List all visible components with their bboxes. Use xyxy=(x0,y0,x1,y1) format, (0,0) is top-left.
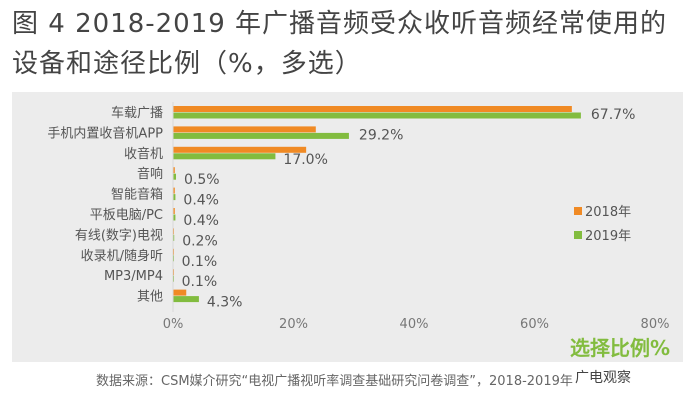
data-label: 0.1% xyxy=(182,274,218,290)
bar-2019 xyxy=(173,214,176,221)
data-label: 0.4% xyxy=(183,193,219,209)
category-label: 手机内置收音机APP xyxy=(47,125,163,141)
figure-title: 图 4 2018-2019 年广播音频受众收听音频经常使用的设备和途径比例（%，… xyxy=(12,9,668,79)
bar-2019 xyxy=(173,112,581,119)
bar-2018 xyxy=(173,106,572,112)
data-label: 17.0% xyxy=(283,152,327,168)
category-label: 音响 xyxy=(137,166,163,182)
data-label: 0.1% xyxy=(182,254,218,270)
source-note: 数据来源：CSM媒介研究“电视广播视听率调查基础研究问卷调查”，2018-201… xyxy=(96,374,573,389)
x-tick-label: 80% xyxy=(641,317,670,332)
bar-2018 xyxy=(173,208,175,214)
data-label: 29.2% xyxy=(359,127,403,143)
x-tick-label: 40% xyxy=(400,317,429,332)
bar-2019 xyxy=(173,296,199,303)
x-tick-label: 60% xyxy=(520,317,549,332)
bar-2019 xyxy=(173,194,176,201)
bar-2018 xyxy=(173,289,187,296)
x-axis-title: 选择比例% xyxy=(570,336,670,360)
category-label: 平板电脑/PC xyxy=(90,208,163,223)
legend-label: 2018年 xyxy=(585,205,631,220)
x-tick-label: 20% xyxy=(279,317,308,332)
category-label: 收录机/随身听 xyxy=(81,248,163,264)
watermark: 广电观察 xyxy=(575,370,631,386)
bar-2018 xyxy=(173,187,175,194)
data-label: 0.5% xyxy=(184,172,220,188)
data-label: 0.2% xyxy=(182,233,218,249)
category-label: 车载广播 xyxy=(111,105,163,121)
legend-swatch xyxy=(574,207,582,215)
legend-label: 2019年 xyxy=(585,229,631,244)
category-label: 智能音箱 xyxy=(111,187,163,203)
data-label: 0.4% xyxy=(183,213,219,229)
bar-2018 xyxy=(173,167,175,174)
bar-2019 xyxy=(173,173,177,180)
bar-2019 xyxy=(173,153,276,160)
bar-2019 xyxy=(173,234,175,241)
category-label: MP3/MP4 xyxy=(104,269,163,284)
bar-2018 xyxy=(173,126,316,133)
bar-2019 xyxy=(173,132,349,139)
data-label: 4.3% xyxy=(207,295,243,311)
category-label: 其他 xyxy=(137,290,163,305)
category-label: 有线(数字)电视 xyxy=(75,228,163,243)
legend-swatch xyxy=(574,231,582,239)
x-tick-label: 0% xyxy=(163,317,184,332)
category-label: 收音机 xyxy=(124,146,163,162)
data-label: 67.7% xyxy=(591,107,635,123)
bar-2018 xyxy=(173,146,307,153)
